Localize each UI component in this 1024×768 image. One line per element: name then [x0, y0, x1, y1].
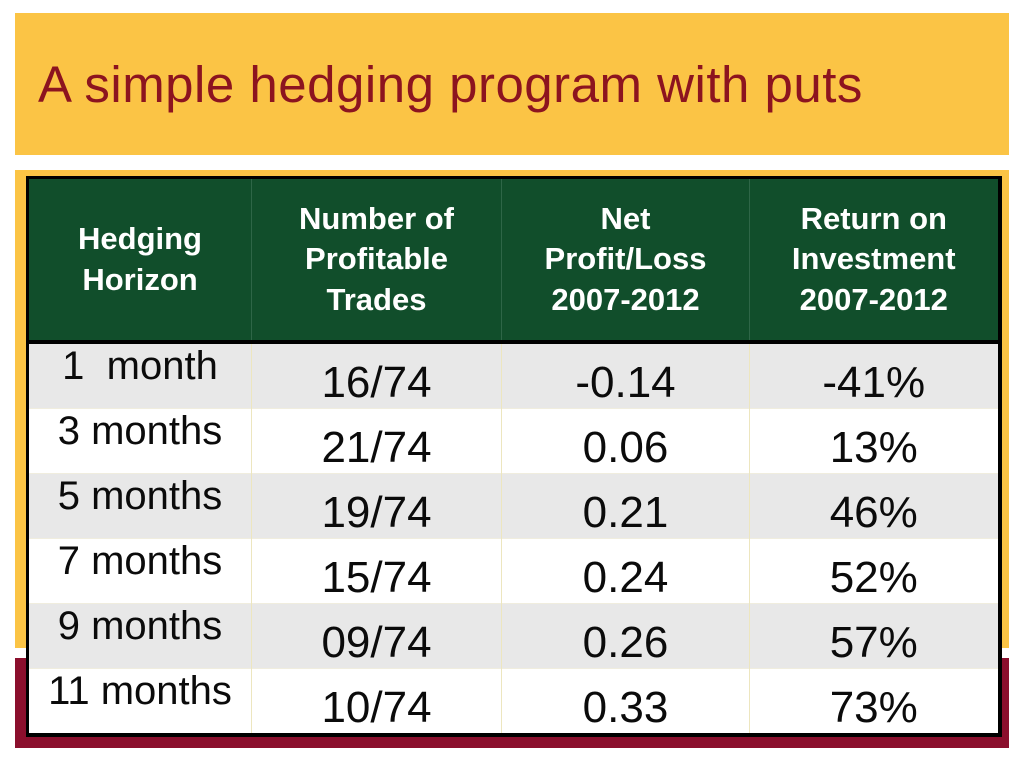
cell-profitable-trades: 21/74: [251, 408, 502, 474]
table-row: 1 month 16/74 -0.14 -41%: [27, 342, 1000, 409]
cell-profitable-trades: 16/74: [251, 342, 502, 409]
cell-return-on-investment: 52%: [749, 538, 1000, 604]
table-row: 11 months 10/74 0.33 73%: [27, 668, 1000, 735]
table-row: 7 months 15/74 0.24 52%: [27, 538, 1000, 604]
cell-net-profit-loss: -0.14: [501, 342, 750, 409]
cell-net-profit-loss: 0.24: [501, 538, 750, 604]
cell-profitable-trades: 15/74: [251, 538, 502, 604]
cell-hedging-horizon: 1 month: [62, 344, 218, 388]
table-header-row: Hedging Horizon Number of Profitable Tra…: [27, 177, 1000, 344]
hedging-results-table: Hedging Horizon Number of Profitable Tra…: [26, 176, 1002, 737]
cell-profitable-trades: 19/74: [251, 473, 502, 539]
cell-hedging-horizon: 11 months: [27, 668, 252, 735]
table-row: 9 months 09/74 0.26 57%: [27, 603, 1000, 669]
cell-net-profit-loss: 0.21: [501, 473, 750, 539]
title-band: A simple hedging program with puts: [15, 13, 1009, 155]
cell-hedging-horizon: 7 months: [27, 538, 252, 604]
cell-hedging-horizon: 9 months: [27, 603, 252, 669]
cell-net-profit-loss: 0.33: [501, 668, 750, 735]
cell-return-on-investment: -41%: [749, 342, 1000, 409]
col-header-return-on-investment: Return on Investment 2007-2012: [749, 177, 1000, 344]
slide-title: A simple hedging program with puts: [38, 55, 863, 113]
col-header-hedging-horizon: Hedging Horizon: [27, 177, 252, 344]
cell-net-profit-loss: 0.26: [501, 603, 750, 669]
cell-hedging-horizon: 5 months: [27, 473, 252, 539]
cell-hedging-horizon: 3 months: [27, 408, 252, 474]
col-header-net-profit-loss: Net Profit/Loss 2007-2012: [501, 177, 750, 344]
results-table-container: Hedging Horizon Number of Profitable Tra…: [26, 176, 1002, 737]
cell-return-on-investment: 57%: [749, 603, 1000, 669]
cell-return-on-investment: 13%: [749, 408, 1000, 474]
table-row: 3 months 21/74 0.06 13%: [27, 408, 1000, 474]
cell-profitable-trades: 09/74: [251, 603, 502, 669]
table-row: 5 months 19/74 0.21 46%: [27, 473, 1000, 539]
cell-profitable-trades: 10/74: [251, 668, 502, 735]
col-header-profitable-trades: Number of Profitable Trades: [251, 177, 502, 344]
cell-return-on-investment: 73%: [749, 668, 1000, 735]
cell-net-profit-loss: 0.06: [501, 408, 750, 474]
cell-return-on-investment: 46%: [749, 473, 1000, 539]
